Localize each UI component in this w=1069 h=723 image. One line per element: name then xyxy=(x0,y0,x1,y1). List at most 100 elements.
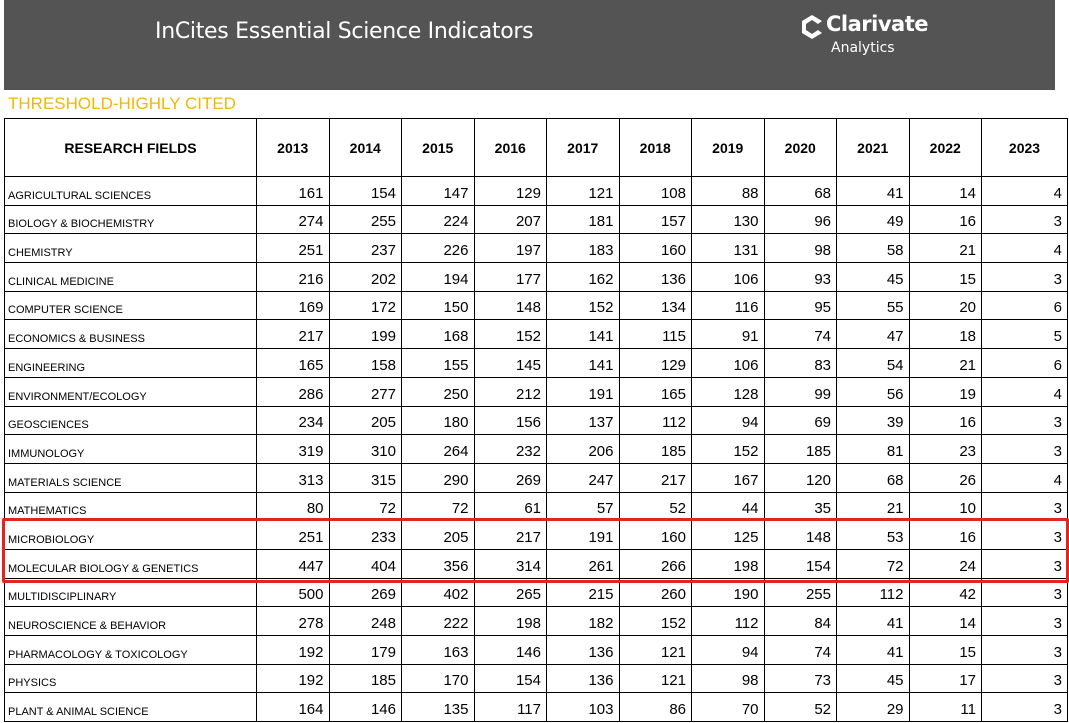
logo: Clarivate Analytics xyxy=(798,12,928,62)
field-cell: COMPUTER SCIENCE xyxy=(4,290,257,321)
value-cell: 57 xyxy=(546,491,620,522)
value-cell: 15 xyxy=(908,635,982,665)
value-cell: 156 xyxy=(473,405,547,436)
value-cell: 121 xyxy=(618,663,692,694)
value-cell: 168 xyxy=(401,319,475,350)
field-cell: ENGINEERING xyxy=(4,348,257,378)
table-row: PHARMACOLOGY & TOXICOLOGY 192 179 163 146 136… xyxy=(4,635,1068,665)
field-cell: NEUROSCIENCE & BEHAVIOR xyxy=(4,606,257,636)
value-cell: 314 xyxy=(473,548,547,579)
value-cell: 150 xyxy=(401,290,475,321)
table-row: ECONOMICS & BUSINESS 217 199 168 152 141 115 91… xyxy=(4,319,1068,350)
value-cell: 112 xyxy=(691,606,765,636)
value-cell: 21 xyxy=(908,233,982,264)
value-cell: 16 xyxy=(908,405,982,436)
header-row: RESEARCH FIELDS 2013 2014 2015 2016 2017 2018 2… xyxy=(4,118,1068,177)
value-cell: 121 xyxy=(546,176,620,206)
value-cell: 10 xyxy=(908,491,982,522)
field-cell: MICROBIOLOGY xyxy=(4,520,257,550)
value-cell: 207 xyxy=(473,204,547,235)
value-cell: 500 xyxy=(256,577,330,608)
value-cell: 3 xyxy=(981,548,1068,579)
value-cell: 91 xyxy=(691,319,765,350)
value-cell: 152 xyxy=(546,290,620,321)
value-cell: 58 xyxy=(836,233,910,264)
table-row: PLANT & ANIMAL SCIENCE 164 146 135 117 103 86 7… xyxy=(4,692,1068,723)
value-cell: 3 xyxy=(981,491,1068,522)
value-cell: 125 xyxy=(691,520,765,550)
value-cell: 260 xyxy=(618,577,692,608)
value-cell: 154 xyxy=(473,663,547,694)
value-cell: 182 xyxy=(546,606,620,636)
value-cell: 24 xyxy=(908,548,982,579)
value-cell: 190 xyxy=(691,577,765,608)
value-cell: 23 xyxy=(908,434,982,464)
value-cell: 161 xyxy=(256,176,330,206)
value-cell: 232 xyxy=(473,434,547,464)
value-cell: 402 xyxy=(401,577,475,608)
value-cell: 103 xyxy=(546,692,620,723)
value-cell: 98 xyxy=(691,663,765,694)
value-cell: 217 xyxy=(618,462,692,493)
value-cell: 148 xyxy=(763,520,837,550)
table-row: ENVIRONMENT/ECOLOGY 286 277 250 212 191 165 128… xyxy=(4,376,1068,407)
value-cell: 74 xyxy=(763,319,837,350)
column-header: 2015 xyxy=(401,118,475,177)
value-cell: 93 xyxy=(763,262,837,292)
field-cell: PHYSICS xyxy=(4,663,257,694)
header-title: InCites Essential Science Indicators xyxy=(155,19,534,44)
value-cell: 192 xyxy=(256,663,330,694)
value-cell: 4 xyxy=(981,376,1068,407)
value-cell: 41 xyxy=(836,606,910,636)
value-cell: 248 xyxy=(328,606,402,636)
value-cell: 216 xyxy=(256,262,330,292)
value-cell: 21 xyxy=(836,491,910,522)
value-cell: 11 xyxy=(908,692,982,723)
value-cell: 73 xyxy=(763,663,837,694)
table-row: PHYSICS 192 185 170 154 136 121 98 73 45 17 3 xyxy=(4,663,1068,694)
value-cell: 152 xyxy=(691,434,765,464)
value-cell: 160 xyxy=(618,520,692,550)
value-cell: 185 xyxy=(763,434,837,464)
value-cell: 233 xyxy=(328,520,402,550)
value-cell: 117 xyxy=(473,692,547,723)
value-cell: 94 xyxy=(691,405,765,436)
value-cell: 274 xyxy=(256,204,330,235)
value-cell: 128 xyxy=(691,376,765,407)
value-cell: 121 xyxy=(618,635,692,665)
value-cell: 185 xyxy=(328,663,402,694)
value-cell: 6 xyxy=(981,290,1068,321)
value-cell: 106 xyxy=(691,262,765,292)
field-cell: MULTIDISCIPLINARY xyxy=(4,577,257,608)
value-cell: 52 xyxy=(763,692,837,723)
value-cell: 217 xyxy=(473,520,547,550)
value-cell: 224 xyxy=(401,204,475,235)
table-row: ENGINEERING 165 158 155 145 141 129 106 83 54 21 6 xyxy=(4,348,1068,378)
value-cell: 191 xyxy=(546,376,620,407)
value-cell: 160 xyxy=(618,233,692,264)
value-cell: 52 xyxy=(618,491,692,522)
field-cell: PLANT & ANIMAL SCIENCE xyxy=(4,692,257,723)
value-cell: 163 xyxy=(401,635,475,665)
value-cell: 3 xyxy=(981,204,1068,235)
field-cell: BIOLOGY & BIOCHEMISTRY xyxy=(4,204,257,235)
value-cell: 115 xyxy=(618,319,692,350)
field-cell: GEOSCIENCES xyxy=(4,405,257,436)
value-cell: 44 xyxy=(691,491,765,522)
value-cell: 3 xyxy=(981,434,1068,464)
column-header: 2018 xyxy=(618,118,692,177)
value-cell: 136 xyxy=(546,635,620,665)
value-cell: 49 xyxy=(836,204,910,235)
column-header: 2023 xyxy=(981,118,1068,177)
value-cell: 165 xyxy=(618,376,692,407)
value-cell: 215 xyxy=(546,577,620,608)
value-cell: 68 xyxy=(836,462,910,493)
subtitle: THRESHOLD-HIGHLY CITED xyxy=(8,94,236,113)
column-header: 2013 xyxy=(256,118,330,177)
value-cell: 134 xyxy=(618,290,692,321)
value-cell: 152 xyxy=(618,606,692,636)
field-cell: ENVIRONMENT/ECOLOGY xyxy=(4,376,257,407)
value-cell: 356 xyxy=(401,548,475,579)
value-cell: 16 xyxy=(908,204,982,235)
